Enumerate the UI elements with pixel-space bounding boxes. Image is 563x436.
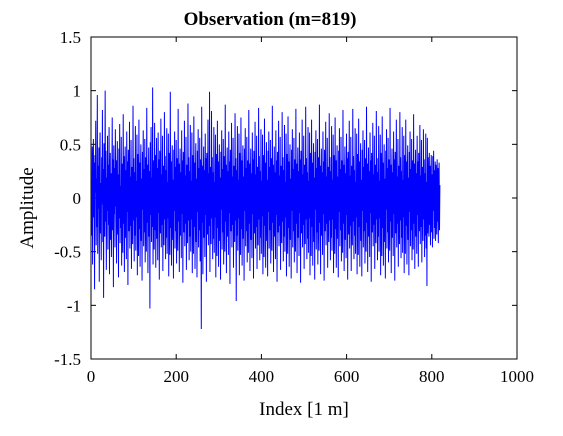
series-line <box>90 87 441 329</box>
y-tick-label: -1 <box>67 296 81 315</box>
y-axis-ticks: -1.5 -1 -0.5 0 0.5 1 1.5 <box>54 28 517 369</box>
y-tick-label: 1 <box>73 82 82 101</box>
chart-title: Observation (m=819) <box>184 9 357 30</box>
y-tick-label: 0.5 <box>60 135 81 154</box>
y-tick-label: -0.5 <box>54 243 81 262</box>
x-tick-label: 200 <box>163 367 189 386</box>
y-tick-label: 1.5 <box>60 28 81 47</box>
x-axis-label: Index [1 m] <box>259 399 349 420</box>
y-tick-label: -1.5 <box>54 350 81 369</box>
y-tick-label: 0 <box>73 189 82 208</box>
x-axis-ticks: 0 200 400 600 800 1000 <box>87 37 534 386</box>
x-tick-label: 800 <box>419 367 445 386</box>
y-axis-label: Amplitude <box>17 167 38 248</box>
x-tick-label: 600 <box>334 367 360 386</box>
x-tick-label: 1000 <box>500 367 534 386</box>
x-tick-label: 0 <box>87 367 96 386</box>
x-tick-label: 400 <box>249 367 275 386</box>
